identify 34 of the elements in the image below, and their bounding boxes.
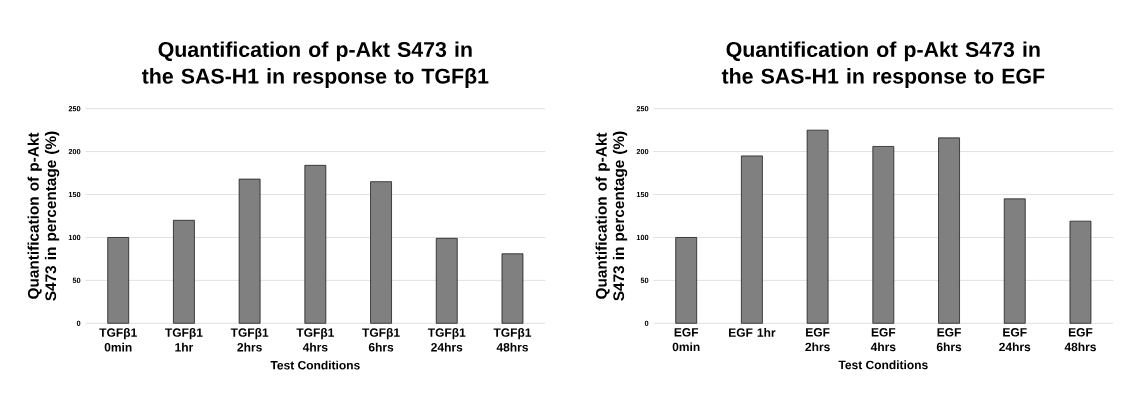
x-tick-label: TGFβ1 0min (99, 328, 137, 352)
x-tick-label: TGFβ1 2hrs (230, 328, 269, 352)
x-tick-label: EGF 1hr (729, 328, 776, 337)
bar (675, 237, 698, 324)
bar (872, 146, 895, 324)
x-tick-label: TGFβ1 1hr (165, 328, 203, 352)
x-tick-label: EGF 2hrs (805, 328, 830, 352)
x-tick-label: EGF 0min (672, 328, 700, 352)
y-axis-title: Quantification of p-Akt S473 in percentage (%) (595, 131, 628, 301)
chart-title: Quantification of p-Akt S473 in the SAS-H1 in response to TGFβ1 (141, 41, 489, 88)
x-tick-label: EGF 24hrs (999, 328, 1031, 352)
x-tick-label: TGFβ1 6hrs (362, 328, 400, 352)
x-tick-label: TGFβ1 48hrs (493, 328, 532, 352)
y-axis-title: Quantification of p-Akt S473 in percentage (%) (27, 131, 60, 301)
bar (1003, 198, 1026, 324)
bar (1069, 220, 1092, 324)
x-axis-title: Test Conditions (838, 360, 928, 370)
bar (806, 129, 829, 324)
bar (238, 178, 261, 324)
x-tick-label: TGFβ1 4hrs (296, 328, 334, 352)
bar (304, 164, 327, 324)
bar (435, 237, 458, 324)
x-tick-label: EGF 6hrs (936, 328, 962, 352)
bar (107, 237, 130, 324)
chart-title: Quantification of p-Akt S473 in the SAS-H1 in response to EGF (721, 41, 1045, 88)
bar (370, 181, 392, 324)
bar (741, 155, 763, 324)
x-tick-label: EGF 48hrs (1064, 328, 1096, 352)
x-tick-label: EGF 4hrs (870, 328, 896, 352)
x-tick-label: TGFβ1 24hrs (427, 328, 466, 352)
bar (173, 219, 195, 324)
bar (501, 253, 524, 324)
bar (938, 137, 960, 324)
x-axis-title: Test Conditions (270, 360, 360, 370)
